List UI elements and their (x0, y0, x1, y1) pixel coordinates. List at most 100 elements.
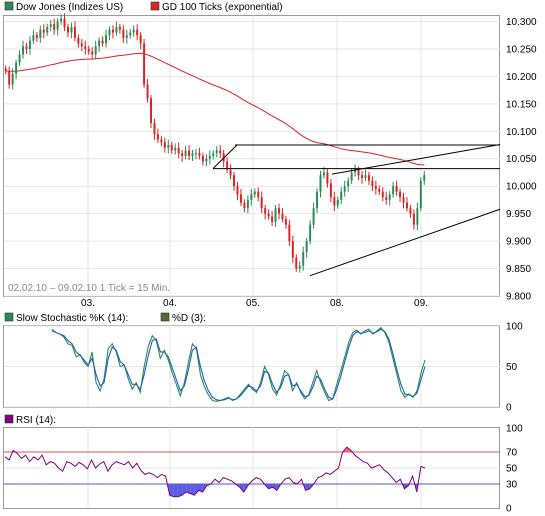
candle-body (405, 202, 408, 209)
candle-body (416, 208, 419, 225)
candle-body (322, 172, 325, 176)
price-y-tick-label: 10.250 (506, 44, 537, 55)
stochastic-d-line (51, 328, 426, 402)
price-y-tick-labels: 10.300 10.250 10.200 10.150 10.100 10.050 10.0… (506, 17, 537, 303)
candle-body (150, 98, 153, 124)
candle-body (156, 134, 159, 140)
candle-body (201, 156, 204, 162)
upper-trendline (331, 143, 501, 175)
candle-body (336, 199, 339, 206)
rsi-oversold-fill (186, 484, 191, 494)
legend-label-ema: GD 100 Ticks (exponential) (162, 2, 283, 13)
candle-body (291, 241, 294, 258)
price-x-tick-label: 04. (163, 298, 177, 309)
candle-body (181, 153, 184, 156)
rsi-oversold-fill (169, 484, 174, 497)
candle-body (412, 213, 415, 225)
candle-body (49, 24, 52, 27)
candle-body (136, 29, 139, 36)
candle-body (271, 216, 274, 222)
legend-swatch-stoch-k (4, 312, 14, 322)
candle-body (399, 191, 402, 198)
candle-body (347, 180, 350, 187)
price-panel: 10.300 10.250 10.200 10.150 10.100 10.050 10.0… (3, 1, 537, 309)
candle-body (77, 37, 80, 44)
price-info-text: 02.02.10 – 09.02.10 1 Tick = 15 Min. (8, 283, 170, 294)
candle-body (298, 265, 301, 269)
candle-body (219, 150, 222, 154)
candle-body (288, 224, 291, 242)
candle-body (250, 194, 253, 200)
candle-body (46, 26, 49, 33)
legend-swatch-dow (4, 1, 14, 11)
candle-body (361, 175, 364, 178)
stochastic-gridlines (4, 325, 500, 408)
candle-body (105, 35, 108, 44)
candle-body (198, 153, 201, 156)
candle-body (4, 68, 7, 71)
candle-body (98, 40, 101, 47)
candle-body (25, 46, 28, 49)
candle-body (167, 145, 170, 148)
rsi-oversold-fill (190, 484, 195, 496)
rsi-oversold-fill (177, 484, 183, 497)
candle-body (357, 169, 360, 176)
candle-body (146, 84, 149, 99)
candle-body (101, 40, 104, 44)
price-y-tick-label: 9.850 (506, 264, 531, 275)
stochastic-y-tick-label: 100 (506, 322, 523, 333)
candle-body (395, 186, 398, 192)
candle-body (8, 70, 11, 85)
candle-body (188, 150, 191, 156)
candle-body (284, 219, 287, 225)
candle-body (132, 29, 135, 33)
stochastic-lines-layer (51, 326, 426, 402)
candle-body (87, 48, 90, 52)
candle-body (194, 153, 197, 155)
candle-body (260, 197, 263, 209)
rsi-y-tick-label: 0 (506, 504, 512, 515)
candle-body (305, 241, 308, 253)
price-trendlines-layer (212, 143, 501, 277)
candle-body (215, 150, 218, 154)
candle-body (108, 29, 111, 36)
candle-body (333, 197, 336, 206)
candle-body (309, 224, 312, 242)
candle-body (143, 43, 146, 85)
stochastic-y-tick-label: 0 (506, 403, 512, 414)
candle-body (257, 191, 260, 198)
candle-body (277, 208, 280, 214)
candle-body (316, 191, 319, 209)
candle-body (118, 26, 121, 30)
price-y-tick-label: 10.050 (506, 154, 537, 165)
price-x-tick-labels: 03. 04. 05. 08. 09. (81, 298, 428, 309)
price-ema-layer (5, 52, 425, 166)
candle-body (378, 188, 381, 192)
price-y-tick-label: 9.900 (506, 237, 531, 248)
candle-body (233, 175, 236, 187)
candle-body (222, 153, 225, 162)
candle-body (371, 180, 374, 187)
price-y-tick-label: 10.100 (506, 127, 537, 138)
candle-body (80, 43, 83, 47)
candle-body (388, 194, 391, 200)
legend-swatch-ema (150, 1, 160, 11)
legend-label-dow: Dow Jones (Indizes US) (16, 2, 123, 13)
rsi-y-tick-label: 30 (506, 480, 518, 491)
price-x-tick-label: 03. (81, 298, 95, 309)
rsi-line-layer (4, 446, 426, 498)
candle-body (32, 35, 35, 41)
legend-label-stoch-k: Slow Stochastic %K (14): (16, 313, 128, 324)
candle-body (239, 194, 242, 203)
candle-body (125, 35, 128, 38)
price-candles-layer (4, 13, 426, 273)
price-x-tick-label: 08. (330, 298, 344, 309)
rsi-y-tick-labels: 100 70 50 30 0 (506, 424, 523, 515)
rsi-reference-lines (4, 451, 500, 485)
rsi-oversold-fill (239, 484, 244, 492)
price-y-tick-label: 10.150 (506, 99, 537, 110)
rsi-oversold-fill (272, 484, 277, 491)
legend-swatch-rsi (4, 414, 14, 424)
candle-body (22, 46, 25, 55)
